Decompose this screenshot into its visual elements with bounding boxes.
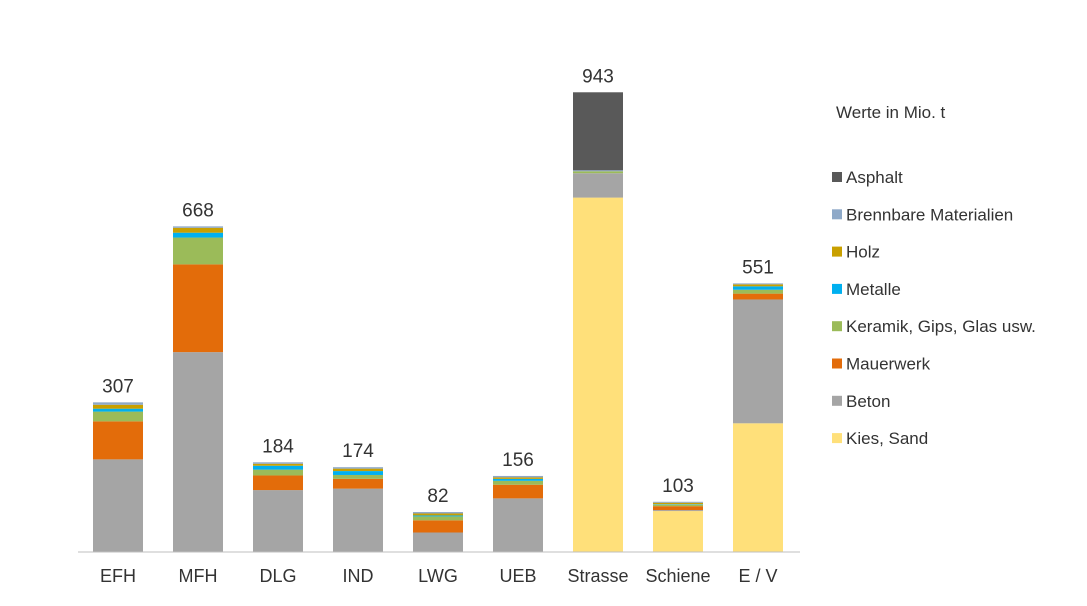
legend-swatch (832, 172, 842, 182)
bar-segment-ueb-1 (493, 498, 543, 552)
legend-label: Brennbare Materialien (846, 205, 1013, 224)
bar-segment-lwg-6 (413, 512, 463, 514)
legend-label: Mauerwerk (846, 355, 931, 374)
x-tick-labels-group: EFH MFH DLG IND LWG UEB Strasse Schiene E / V (100, 566, 778, 586)
bar-segment-ev-0 (733, 423, 783, 552)
bar-segment-strasse-0 (573, 197, 623, 552)
bar-segment-dlg-2 (253, 475, 303, 491)
bar-segment-dlg-4 (253, 465, 303, 470)
bar-segment-schiene-5 (653, 502, 703, 505)
total-label: 551 (742, 257, 774, 278)
bar-segment-mfh-6 (173, 226, 223, 228)
bar-segment-lwg-1 (413, 532, 463, 552)
bar-segment-schiene-3 (653, 504, 703, 507)
bar-segment-lwg-4 (413, 515, 463, 517)
legend-label: Holz (846, 243, 880, 262)
bar-segment-mfh-4 (173, 232, 223, 238)
bar-segment-ev-1 (733, 299, 783, 424)
bar-segment-ueb-5 (493, 477, 543, 479)
total-label: 82 (427, 486, 448, 507)
bar-segment-ev-2 (733, 293, 783, 300)
legend-swatch (832, 433, 842, 444)
bar-segment-ind-6 (333, 467, 383, 469)
x-tick-label: DLG (259, 566, 296, 586)
bar-segment-ind-5 (333, 468, 383, 472)
legend-label: Asphalt (846, 168, 903, 187)
bar-segment-ev-3 (733, 289, 783, 294)
total-label: 943 (582, 66, 614, 87)
total-labels-group: 307 668 184 174 82 156 943 103 551 (102, 66, 774, 507)
legend-label: Beton (846, 392, 890, 411)
bar-segment-efh-6 (93, 402, 143, 405)
total-label: 174 (342, 441, 374, 462)
bar-segment-strasse-7 (573, 92, 623, 171)
bars-group (93, 92, 783, 552)
bar-segment-dlg-1 (253, 490, 303, 552)
bar-segment-schiene-2 (653, 506, 703, 511)
total-label: 103 (662, 476, 694, 497)
bar-segment-dlg-5 (253, 463, 303, 466)
x-tick-label: EFH (100, 566, 136, 586)
bar-segment-lwg-5 (413, 513, 463, 516)
legend-swatch (832, 246, 842, 257)
legend: Asphalt Brennbare Materialien Holz Metalle K… (832, 168, 1036, 448)
total-label: 668 (182, 200, 214, 221)
bar-segment-efh-4 (93, 408, 143, 412)
bar-segment-efh-5 (93, 404, 143, 409)
bar-segment-ind-1 (333, 488, 383, 552)
bar-segment-schiene-6 (653, 501, 703, 503)
bar-segment-efh-3 (93, 411, 143, 422)
bar-segment-ev-5 (733, 284, 783, 287)
bar-segment-mfh-3 (173, 237, 223, 265)
bar-segment-mfh-5 (173, 227, 223, 233)
legend-label: Kies, Sand (846, 429, 928, 448)
legend-swatch (832, 283, 842, 294)
bar-segment-strasse-3 (573, 171, 623, 174)
bar-segment-ev-4 (733, 286, 783, 290)
bar-segment-schiene-1 (653, 510, 703, 512)
x-tick-label: MFH (179, 566, 218, 586)
bar-segment-ind-4 (333, 471, 383, 475)
bar-segment-ind-2 (333, 478, 383, 489)
x-tick-label: Schiene (645, 566, 710, 586)
bar-segment-ueb-6 (493, 475, 543, 478)
bar-segment-dlg-3 (253, 469, 303, 476)
legend-label: Metalle (846, 280, 901, 299)
unit-note: Werte in Mio. t (836, 103, 946, 122)
legend-swatch (832, 321, 842, 332)
x-tick-label: Strasse (567, 566, 628, 586)
x-tick-label: LWG (418, 566, 458, 586)
total-label: 156 (502, 450, 534, 471)
bar-segment-lwg-2 (413, 520, 463, 533)
total-label: 184 (262, 436, 294, 457)
bar-segment-dlg-6 (253, 462, 303, 464)
x-tick-label: UEB (499, 566, 536, 586)
bar-segment-mfh-1 (173, 352, 223, 552)
total-label: 307 (102, 376, 134, 397)
bar-segment-efh-2 (93, 421, 143, 460)
legend-label: Keramik, Gips, Glas usw. (846, 317, 1036, 336)
bar-segment-ueb-3 (493, 480, 543, 485)
legend-swatch (832, 358, 842, 369)
legend-swatch (832, 209, 842, 220)
bar-segment-strasse-1 (573, 173, 623, 198)
legend-swatch (832, 395, 842, 406)
bar-segment-ueb-4 (493, 478, 543, 481)
x-tick-label: E / V (738, 566, 777, 586)
bar-segment-ueb-2 (493, 484, 543, 499)
bar-segment-ev-6 (733, 283, 783, 285)
bar-segment-strasse-6 (573, 170, 623, 172)
bar-segment-lwg-3 (413, 516, 463, 521)
bar-segment-schiene-0 (653, 511, 703, 552)
bar-segment-ind-3 (333, 474, 383, 479)
x-tick-label: IND (343, 566, 374, 586)
bar-segment-efh-1 (93, 459, 143, 552)
bar-segment-mfh-2 (173, 264, 223, 353)
